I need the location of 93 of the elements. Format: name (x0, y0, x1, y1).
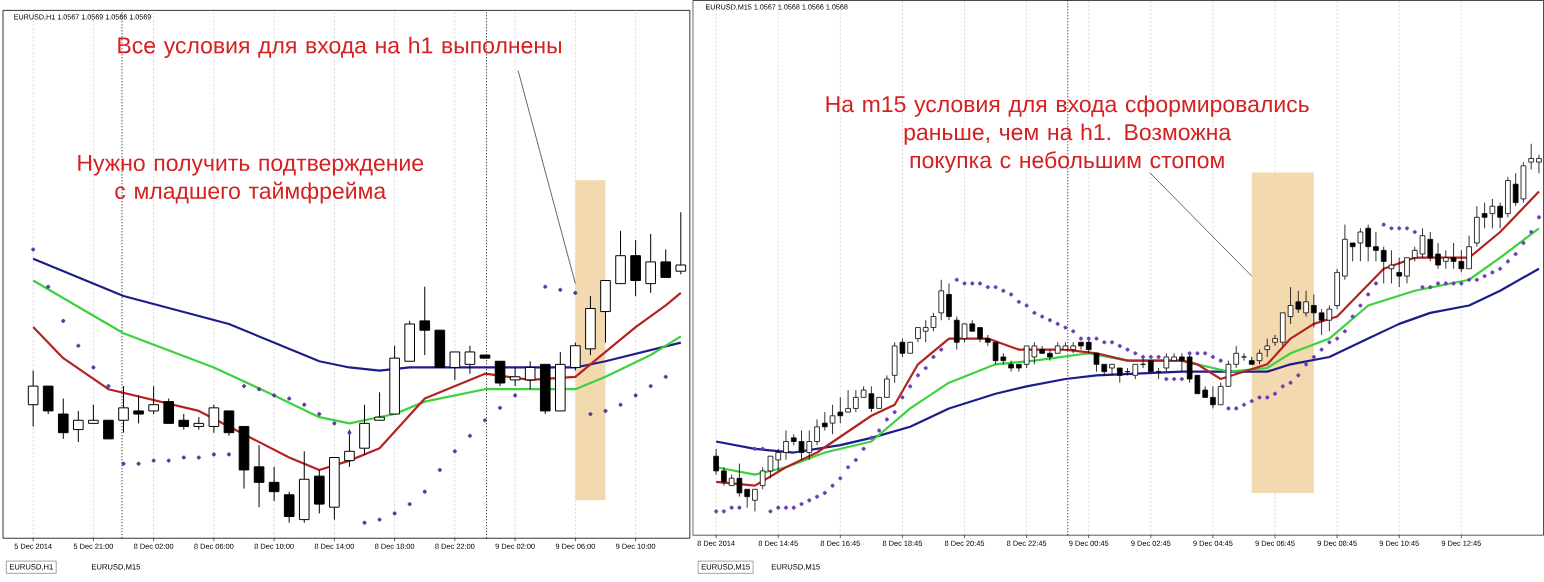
point (332, 421, 337, 426)
point (437, 467, 442, 472)
candlestick (1070, 341, 1077, 354)
candlestick (1388, 249, 1395, 284)
candlestick (1396, 257, 1403, 288)
candlestick (193, 416, 205, 430)
candlestick (783, 429, 789, 461)
point (558, 287, 563, 292)
candlestick (938, 279, 945, 321)
candlestick (1272, 334, 1278, 347)
point (422, 489, 427, 494)
candlestick (73, 410, 84, 443)
point (121, 461, 126, 466)
point (272, 393, 277, 398)
point (287, 396, 292, 401)
point (181, 455, 186, 460)
candlestick (1179, 352, 1185, 372)
candlestick (721, 466, 727, 486)
candlestick (419, 286, 431, 356)
candlestick (1334, 268, 1340, 310)
point (136, 461, 141, 466)
candlestick (822, 411, 828, 431)
point (242, 383, 247, 388)
point (543, 284, 548, 289)
point (347, 430, 352, 435)
candlestick (1474, 205, 1480, 247)
point (603, 408, 608, 413)
point (226, 452, 231, 457)
point (362, 520, 367, 525)
candlestick (713, 448, 719, 475)
candlestick (1373, 231, 1379, 262)
candlestick (1311, 293, 1317, 328)
candlestick (585, 295, 596, 356)
candlestick (1528, 143, 1534, 170)
candlestick (1365, 224, 1371, 262)
candlestick (645, 233, 656, 294)
candlestick (253, 444, 265, 508)
point (407, 501, 412, 506)
candlestick (985, 334, 991, 347)
candlestick (1008, 360, 1014, 372)
candlestick (946, 282, 952, 321)
candlestick (1536, 154, 1542, 174)
candlestick (1443, 249, 1449, 270)
candlestick (1342, 224, 1348, 281)
point (633, 393, 638, 398)
annotation: На m15 условия для входа сформировались раньше, чем на h1. Возможна покупка с небольшим стопом (826, 95, 1309, 173)
point (76, 343, 81, 348)
point (46, 284, 51, 289)
point (483, 418, 487, 423)
point (317, 411, 322, 416)
candlestick (1380, 246, 1387, 284)
point (573, 290, 578, 295)
candlestick (1505, 176, 1511, 218)
point (106, 383, 111, 388)
candlestick (27, 369, 39, 427)
point (166, 458, 171, 463)
point (498, 405, 503, 410)
candlestick (1210, 385, 1216, 409)
point (91, 365, 96, 370)
point (588, 411, 593, 416)
point (31, 247, 36, 252)
candlestick (178, 413, 190, 430)
candlestick (1264, 338, 1271, 358)
point (377, 517, 382, 522)
point (61, 318, 66, 323)
candlestick (1163, 352, 1170, 372)
point (196, 455, 201, 460)
text: Все условия для входа на h1 выполнены (118, 36, 561, 58)
candlestick (1241, 352, 1247, 361)
candlestick (208, 404, 220, 434)
point (302, 402, 307, 407)
point (392, 511, 397, 516)
point (618, 402, 623, 407)
candlestick (630, 239, 641, 297)
point (151, 458, 156, 463)
text: Нужно получить подтверждение с младшего таймфрейма (78, 154, 424, 204)
point (257, 387, 262, 392)
candlestick (509, 366, 521, 387)
point (452, 449, 457, 454)
candlestick (298, 450, 310, 524)
point (648, 383, 653, 388)
candlestick (1303, 290, 1309, 317)
candlestick (1047, 349, 1053, 361)
candlestick (268, 466, 280, 502)
candlestick (1435, 242, 1441, 270)
candlestick (814, 418, 820, 446)
point (663, 374, 668, 379)
point (211, 452, 216, 457)
candlestick (1497, 202, 1503, 229)
candlestick (853, 389, 859, 413)
point (513, 393, 518, 398)
candlestick (464, 345, 476, 375)
point (467, 433, 472, 438)
